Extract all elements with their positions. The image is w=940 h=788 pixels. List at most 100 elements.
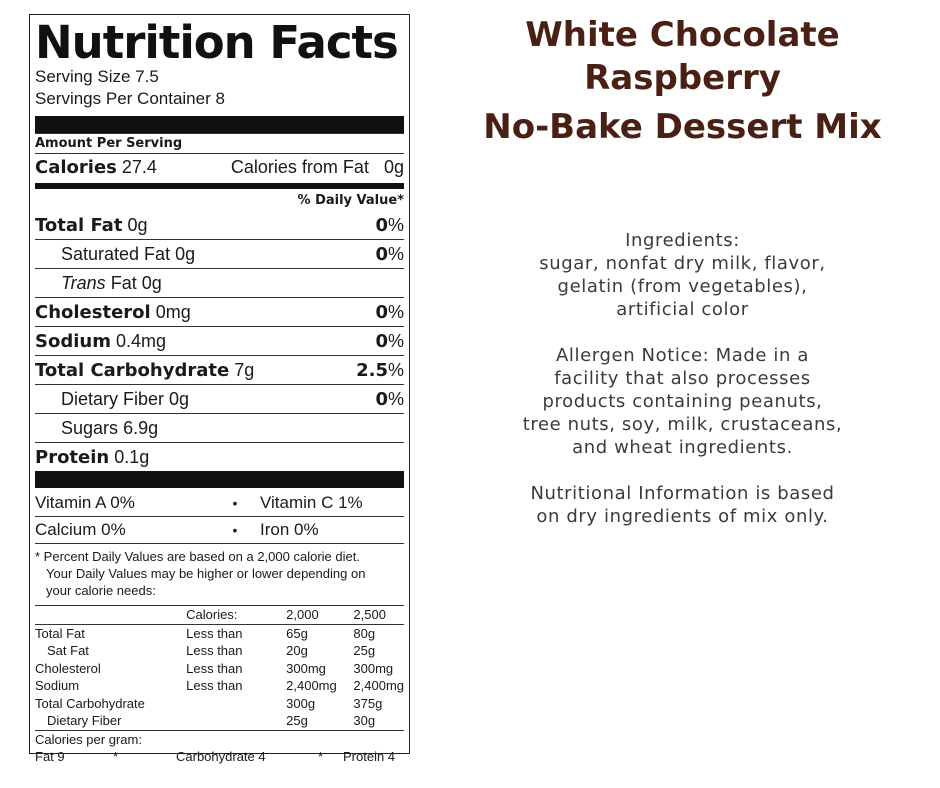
protein-per-gram: Protein 4: [343, 749, 396, 764]
nutrient-amount: 0.4mg: [115, 331, 167, 351]
ingredients-text: Ingredients: sugar, nonfat dry milk, fla…: [460, 229, 905, 321]
nutrient-amount: 0g: [127, 215, 148, 235]
vitamin-list: Vitamin A 0% • Vitamin C 1% Calcium 0% • Iron…: [35, 490, 404, 543]
calories-from-fat-label: Calories from Fat: [230, 157, 369, 177]
table-cell: 2,400mg: [286, 678, 337, 693]
vitamin-left: Vitamin A 0%: [35, 493, 135, 512]
vitamin-left: Calcium 0%: [35, 520, 126, 539]
table-row: Cholesterol Less than 300mg 300mg: [35, 660, 404, 678]
product-title-line: Raspberry: [584, 58, 781, 98]
table-cell: Less than: [186, 625, 243, 641]
vitamin-right: Vitamin C 1%: [260, 493, 363, 512]
nutrient-daily-value: 0%: [375, 302, 404, 323]
calories-label: Calories: [35, 157, 117, 178]
table-cell: Less than: [186, 643, 243, 658]
nutrient-name: Protein 0.1g: [35, 447, 150, 468]
nutrition-facts-label: Nutrition Facts Serving Size 7.5 Serving…: [29, 14, 410, 764]
table-cell: 300mg: [353, 660, 394, 676]
nutrient-name: Total Fat 0g: [35, 215, 148, 236]
calories-per-gram-row: Fat 9 * Carbohydrate 4 * Protein 4: [35, 748, 404, 766]
vitamin-row: Calcium 0% • Iron 0%: [35, 516, 404, 543]
nutrient-daily-value: 0%: [375, 331, 404, 352]
nutrient-list: Total Fat 0g 0% Saturated Fat 0g 0% Trans Fa…: [35, 211, 404, 471]
nutrient-amount: 0mg: [155, 302, 191, 322]
table-cell: Calories:: [186, 605, 287, 625]
footnote: * Percent Daily Values are based on a 2,…: [35, 543, 404, 605]
nutrient-row: Trans Fat 0g: [35, 268, 404, 297]
table-cell: Cholesterol: [35, 660, 101, 676]
table-row: Sodium Less than 2,400mg 2,400mg: [35, 677, 404, 695]
table-row: Dietary Fiber 25g 30g: [35, 712, 404, 730]
nutrient-amount: 0.1g: [114, 447, 150, 467]
daily-value-header: % Daily Value*: [297, 193, 404, 208]
nutrient-row: Sodium 0.4mg 0%: [35, 326, 404, 355]
table-cell: Less than: [186, 660, 243, 676]
table-cell: [35, 605, 187, 625]
nutrient-name: Sodium 0.4mg: [35, 331, 167, 352]
nutrient-row: Total Fat 0g 0%: [35, 211, 404, 239]
separator-star: *: [113, 749, 119, 764]
nutrient-daily-value: 0%: [375, 215, 404, 236]
nutrition-facts-title: Nutrition Facts: [35, 16, 399, 69]
serving-size: Serving Size 7.5: [35, 67, 159, 86]
allergen-line: tree nuts, soy, milk, crustaceans,: [522, 414, 843, 435]
footnote-line: your calorie needs:: [46, 583, 156, 598]
footnote-line: Your Daily Values may be higher or lower…: [46, 566, 366, 581]
daily-value-table: Calories: 2,000 2,500 Total Fat Less than 65g…: [35, 605, 404, 730]
nutrient-daily-value: 2.5%: [356, 360, 404, 381]
table-cell: [186, 712, 286, 730]
thick-divider: [35, 116, 404, 133]
allergen-line: products containing peanuts,: [542, 391, 823, 412]
bullet-icon: •: [232, 522, 238, 538]
table-cell: 2,400mg: [353, 678, 404, 693]
table-cell: 300g: [286, 695, 316, 711]
product-title-line: White Chocolate: [525, 15, 840, 55]
calories-value: 27.4: [121, 157, 157, 177]
nutrient-row: Protein 0.1g: [35, 442, 404, 471]
nutrient-name: Saturated Fat 0g: [61, 244, 196, 264]
nutrient-daily-value: 0%: [375, 244, 404, 265]
vitamin-right: Iron 0%: [260, 520, 319, 539]
table-cell: 2,000: [286, 605, 354, 625]
table-cell: 65g: [286, 625, 308, 641]
nutrient-row: Total Carbohydrate 7g 2.5%: [35, 355, 404, 384]
table-cell: 30g: [353, 713, 376, 728]
table-cell: Total Fat: [35, 625, 85, 641]
separator-star: *: [318, 749, 324, 764]
calories-per-gram: Calories per gram: Fat 9 * Carbohydrate …: [35, 729, 404, 766]
nutrient-name: Sugars 6.9g: [61, 418, 159, 438]
nutrient-amount: 0g: [175, 244, 196, 264]
ingredients-line: Ingredients:: [625, 230, 740, 251]
nutrient-amount: 6.9g: [123, 418, 159, 438]
product-title: White Chocolate Raspberry No-Bake Desser…: [440, 14, 925, 149]
nutrition-note-line: Nutritional Information is based: [530, 483, 835, 504]
nutrition-note-line: on dry ingredients of mix only.: [536, 506, 829, 527]
amount-per-serving: Amount Per Serving: [35, 133, 404, 153]
nutrition-note: Nutritional Information is based on dry …: [460, 482, 905, 528]
ingredients-line: sugar, nonfat dry milk, flavor,: [539, 253, 826, 274]
table-row: Sat Fat Less than 20g 25g: [35, 642, 404, 660]
table-cell: 2,500: [353, 605, 404, 625]
allergen-line: and wheat ingredients.: [572, 437, 793, 458]
table-cell: 25g: [286, 713, 308, 728]
product-title-line: No-Bake Dessert Mix: [483, 107, 882, 147]
table-cell: 375g: [353, 695, 383, 711]
medium-divider: [35, 183, 404, 189]
nutrient-row: Sugars 6.9g: [35, 413, 404, 442]
allergen-line: Allergen Notice: Made in a: [556, 345, 809, 366]
calories-row: Calories 27.4 Calories from Fat 0g: [35, 153, 404, 181]
ingredients-line: gelatin (from vegetables),: [557, 276, 808, 297]
allergen-notice: Allergen Notice: Made in a facility that…: [460, 344, 905, 459]
nutrient-name: Trans Fat 0g: [61, 273, 162, 293]
footnote-line: * Percent Daily Values are based on a 2,…: [35, 549, 360, 564]
table-cell: 20g: [286, 643, 308, 658]
nutrient-name: Dietary Fiber 0g: [61, 389, 190, 409]
nutrient-row: Dietary Fiber 0g 0%: [35, 384, 404, 413]
nutrient-daily-value: 0%: [375, 389, 404, 410]
table-cell: 80g: [353, 625, 376, 641]
nutrient-row: Saturated Fat 0g 0%: [35, 239, 404, 268]
calories-per-gram-label: Calories per gram:: [35, 731, 142, 747]
nutrient-amount: 0g: [141, 273, 162, 293]
nutrient-row: Cholesterol 0mg 0%: [35, 297, 404, 326]
table-cell: Dietary Fiber: [47, 713, 122, 728]
